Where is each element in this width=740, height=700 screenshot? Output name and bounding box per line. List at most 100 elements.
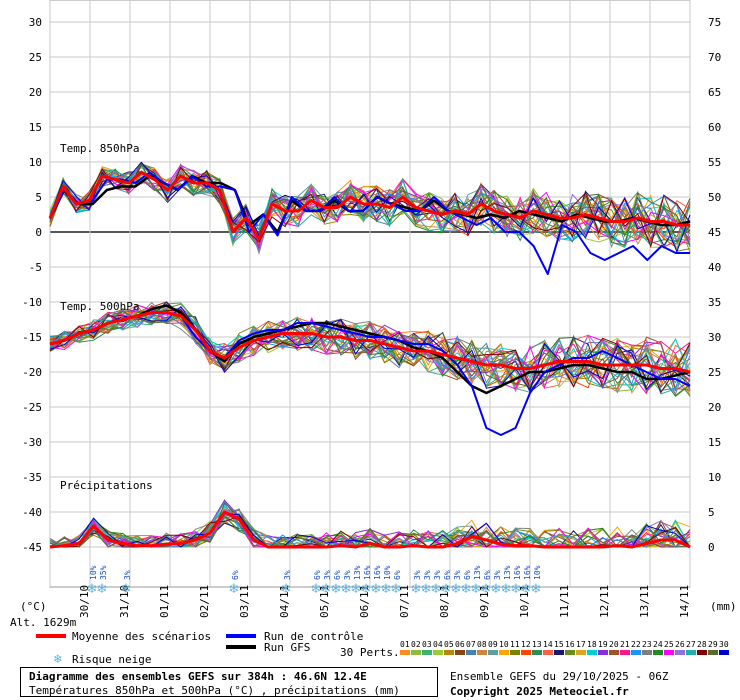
right-tick-label: 75: [708, 16, 721, 29]
pert-number: 13: [532, 640, 542, 649]
pert-swatch: [455, 650, 465, 655]
pert-swatch: [554, 650, 564, 655]
snowflake-icon: ❄: [411, 582, 422, 597]
pert-swatch: [642, 650, 652, 655]
pert-number: 30: [719, 640, 729, 649]
pert-swatch: [400, 650, 410, 655]
snowflake-icon: ❄: [331, 582, 342, 597]
snowflake-icon: ❄: [341, 582, 352, 597]
x-tick-label: 12/11: [598, 585, 611, 618]
left-unit: (°C): [20, 600, 47, 613]
pert-swatch: [620, 650, 630, 655]
left-tick-label: -15: [22, 331, 42, 344]
legend-gfs-swatch: [226, 645, 256, 649]
snow-risk-row: ❄10%❄35%❄3%❄6%❄3%❄6%❄3%❄6%❄3%❄13%❄16%❄16…: [87, 565, 542, 597]
pert-t850-line: [49, 166, 691, 242]
right-tick-label: 45: [708, 226, 721, 239]
x-tick-label: 04/11: [278, 585, 291, 618]
pert-swatch: [708, 650, 718, 655]
pert-number: 19: [598, 640, 608, 649]
snowflake-icon: ❄: [311, 582, 322, 597]
left-axis: 30 25 20 15 10 5 0 -5 -10 -15 -20 -25 -30 -35 -40 -45: [22, 16, 42, 554]
snowflake-icon: ❄: [361, 582, 372, 597]
pert-swatch: [664, 650, 674, 655]
footer-title: Diagramme des ensembles GEFS sur 384h : …: [29, 670, 367, 683]
pert-swatch: [422, 650, 432, 655]
snow-pct-label: 3%: [343, 570, 352, 580]
mean-t500-line: [49, 311, 691, 374]
snowflake-icon: ❄: [531, 582, 542, 597]
snowflake-icon: ❄: [421, 582, 432, 597]
left-tick-label: 5: [35, 191, 42, 204]
snow-pct-label: 6%: [443, 570, 452, 580]
mean-t850-line: [48, 171, 690, 241]
pert-swatch: [521, 650, 531, 655]
snowflake-icon: ❄: [229, 582, 240, 597]
snow-pct-label: 3%: [433, 570, 442, 580]
left-tick-label: 25: [29, 51, 42, 64]
snowflake-icon: ❄: [371, 582, 382, 597]
pert-t850-line: [49, 168, 691, 254]
pert-swatch: [697, 650, 707, 655]
pert-swatch: [466, 650, 476, 655]
snow-pct-label: 6%: [463, 570, 472, 580]
snowflake-icon: ❄: [521, 582, 532, 597]
x-tick-label: 07/11: [398, 585, 411, 618]
pert-number: 25: [664, 640, 674, 649]
snowflake-icon: ❄: [481, 582, 492, 597]
snowflake-icon: ❄: [471, 582, 482, 597]
pert-swatch: [686, 650, 696, 655]
legend-control-label: Run de contrôle: [264, 630, 364, 643]
snowflake-icon: ❄: [511, 582, 522, 597]
pert-number: 28: [697, 640, 707, 649]
pert-number: 21: [620, 640, 630, 649]
snow-pct-label: 13%: [473, 565, 482, 580]
left-tick-label: 0: [35, 226, 42, 239]
right-tick-label: 20: [708, 401, 721, 414]
left-tick-label: -5: [29, 261, 42, 274]
x-tick-label: 13/11: [638, 585, 651, 618]
pert-number: 17: [576, 640, 586, 649]
x-tick-label: 08/11: [438, 585, 451, 618]
snowflake-icon: ❄: [431, 582, 442, 597]
snow-pct-label: 3%: [423, 570, 432, 580]
gfs-t500-line: [49, 304, 691, 395]
altitude-label: Alt. 1629m: [10, 616, 77, 629]
right-tick-label: 0: [708, 541, 715, 554]
left-tick-label: -45: [22, 541, 42, 554]
pert-number: 22: [631, 640, 641, 649]
pert-swatch: [444, 650, 454, 655]
pert-number: 04: [433, 640, 443, 649]
pert-swatch: [565, 650, 575, 655]
left-tick-label: -35: [22, 471, 42, 484]
pert-number: 29: [708, 640, 718, 649]
pert-number: 27: [686, 640, 696, 649]
snowflake-icon: ❄: [121, 582, 132, 597]
snow-pct-label: 3%: [493, 570, 502, 580]
legend-control-swatch: [226, 634, 256, 638]
pert-swatch: [609, 650, 619, 655]
x-tick-label: 06/11: [358, 585, 371, 618]
x-tick-label: 10/11: [518, 585, 531, 618]
footer-subtitle: Températures 850hPa et 500hPa (°C) , pré…: [29, 684, 400, 697]
snow-pct-label: 6%: [313, 570, 322, 580]
pert-number: 05: [444, 640, 454, 649]
snow-pct-label: 16%: [363, 565, 372, 580]
copyright: Copyright 2025 Meteociel.fr: [450, 685, 629, 698]
snow-pct-label: 6%: [483, 570, 492, 580]
snowflake-icon: ❄: [461, 582, 472, 597]
snowflake-icon: ❄: [281, 582, 292, 597]
right-tick-label: 30: [708, 331, 721, 344]
snow-pct-label: 13%: [353, 565, 362, 580]
snow-pct-label: 6%: [333, 570, 342, 580]
pert-swatch: [510, 650, 520, 655]
left-tick-label: -25: [22, 401, 42, 414]
x-tick-label: 31/10: [118, 585, 131, 618]
legend-mean-label: Moyenne des scénarios: [72, 630, 212, 643]
legend-gfs-label: Run GFS: [264, 641, 311, 654]
precip-label: Précipitations: [60, 479, 153, 492]
snow-pct-label: 6%: [393, 570, 402, 580]
snowflake-icon: ❄: [351, 582, 362, 597]
right-unit: (mm): [710, 600, 737, 613]
legend-mean-swatch: [36, 634, 66, 638]
